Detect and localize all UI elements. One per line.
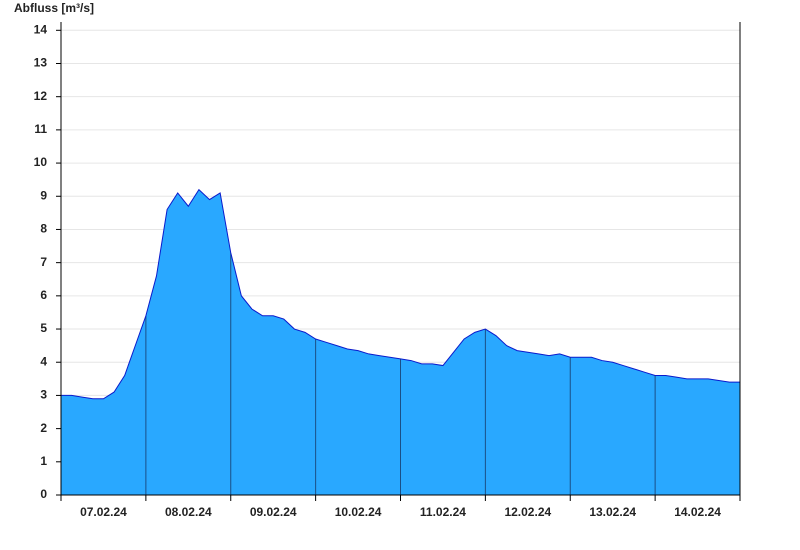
y-tick-label: 11 xyxy=(34,122,47,136)
y-tick-label: 6 xyxy=(40,288,47,302)
y-axis-title: Abfluss [m³/s] xyxy=(14,1,94,15)
y-tick-label: 5 xyxy=(40,321,47,335)
x-tick-label: 10.02.24 xyxy=(335,505,382,519)
y-tick-label: 9 xyxy=(40,188,47,202)
y-tick-label: 7 xyxy=(40,255,47,269)
x-tick-label: 12.02.24 xyxy=(504,505,551,519)
y-tick-label: 0 xyxy=(40,487,47,501)
x-tick-label: 11.02.24 xyxy=(420,505,466,519)
x-tick-label: 14.02.24 xyxy=(674,505,721,519)
y-tick-label: 10 xyxy=(34,155,48,169)
y-tick-label: 3 xyxy=(40,388,47,402)
y-tick-label: 2 xyxy=(40,421,47,435)
y-tick-label: 8 xyxy=(40,222,47,236)
y-tick-label: 4 xyxy=(40,354,47,368)
y-tick-label: 14 xyxy=(34,22,48,36)
x-tick-label: 09.02.24 xyxy=(250,505,297,519)
x-tick-label: 07.02.24 xyxy=(80,505,127,519)
x-tick-label: 13.02.24 xyxy=(589,505,636,519)
y-tick-label: 13 xyxy=(34,56,48,70)
y-tick-label: 1 xyxy=(40,454,47,468)
line xyxy=(61,188,740,400)
x-tick-label: 08.02.24 xyxy=(165,505,212,519)
y-tick-label: 12 xyxy=(34,89,48,103)
